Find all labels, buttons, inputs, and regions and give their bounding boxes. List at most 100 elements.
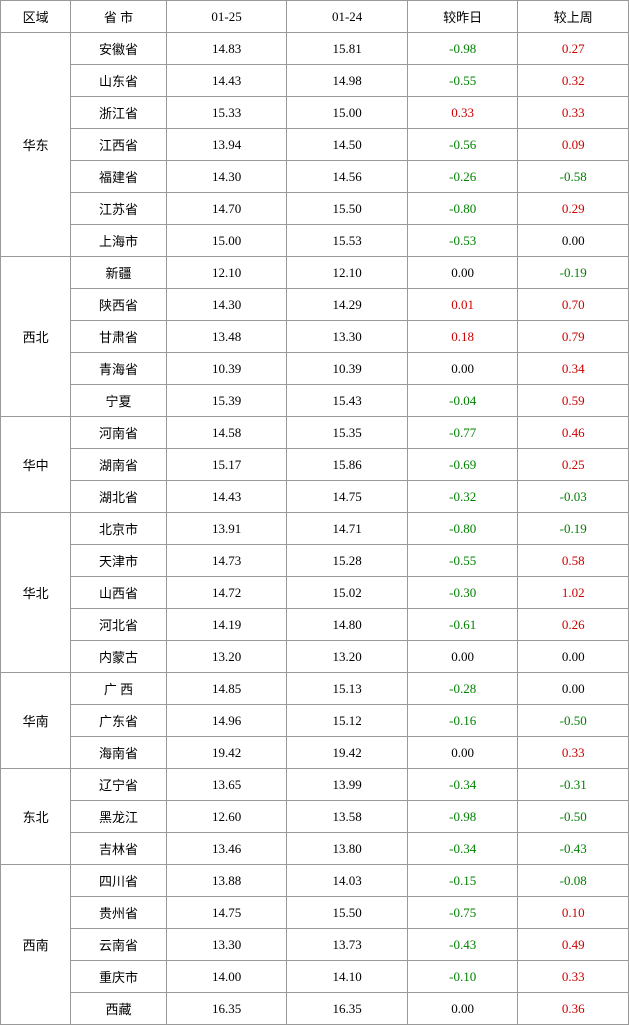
delta-lastweek: 0.10 — [518, 897, 629, 929]
value-date1: 16.35 — [166, 993, 287, 1025]
province-cell: 湖南省 — [71, 449, 166, 481]
value-date1: 13.46 — [166, 833, 287, 865]
delta-yesterday: -0.77 — [407, 417, 518, 449]
delta-yesterday: -0.98 — [407, 33, 518, 65]
value-date1: 19.42 — [166, 737, 287, 769]
value-date2: 15.28 — [287, 545, 408, 577]
col-province: 省 市 — [71, 1, 166, 33]
region-cell: 西北 — [1, 257, 71, 417]
delta-lastweek: -0.43 — [518, 833, 629, 865]
table-row: 福建省14.3014.56-0.26-0.58 — [1, 161, 629, 193]
table-row: 宁夏15.3915.43-0.040.59 — [1, 385, 629, 417]
region-cell: 华中 — [1, 417, 71, 513]
delta-lastweek: 0.29 — [518, 193, 629, 225]
delta-lastweek: 0.49 — [518, 929, 629, 961]
value-date2: 15.12 — [287, 705, 408, 737]
table-row: 东北辽宁省13.6513.99-0.34-0.31 — [1, 769, 629, 801]
delta-lastweek: -0.19 — [518, 513, 629, 545]
value-date2: 14.75 — [287, 481, 408, 513]
province-cell: 山西省 — [71, 577, 166, 609]
table-row: 西北新疆12.1012.100.00-0.19 — [1, 257, 629, 289]
delta-yesterday: -0.80 — [407, 193, 518, 225]
col-date1: 01-25 — [166, 1, 287, 33]
value-date1: 14.00 — [166, 961, 287, 993]
value-date2: 15.53 — [287, 225, 408, 257]
value-date1: 15.00 — [166, 225, 287, 257]
delta-yesterday: -0.56 — [407, 129, 518, 161]
province-cell: 陕西省 — [71, 289, 166, 321]
value-date2: 15.00 — [287, 97, 408, 129]
delta-yesterday: -0.61 — [407, 609, 518, 641]
col-region: 区域 — [1, 1, 71, 33]
table-row: 华南广 西14.8515.13-0.280.00 — [1, 673, 629, 705]
province-cell: 安徽省 — [71, 33, 166, 65]
delta-yesterday: -0.98 — [407, 801, 518, 833]
province-cell: 重庆市 — [71, 961, 166, 993]
province-cell: 黑龙江 — [71, 801, 166, 833]
delta-lastweek: -0.50 — [518, 801, 629, 833]
delta-lastweek: 0.26 — [518, 609, 629, 641]
value-date2: 14.71 — [287, 513, 408, 545]
delta-yesterday: -0.75 — [407, 897, 518, 929]
delta-yesterday: 0.33 — [407, 97, 518, 129]
region-cell: 华北 — [1, 513, 71, 673]
delta-lastweek: 0.33 — [518, 97, 629, 129]
table-header-row: 区域 省 市 01-25 01-24 较昨日 较上周 — [1, 1, 629, 33]
table-row: 云南省13.3013.73-0.430.49 — [1, 929, 629, 961]
delta-lastweek: -0.08 — [518, 865, 629, 897]
table-row: 河北省14.1914.80-0.610.26 — [1, 609, 629, 641]
region-cell: 东北 — [1, 769, 71, 865]
value-date1: 14.19 — [166, 609, 287, 641]
value-date1: 14.58 — [166, 417, 287, 449]
province-cell: 浙江省 — [71, 97, 166, 129]
region-cell: 华南 — [1, 673, 71, 769]
delta-lastweek: 1.02 — [518, 577, 629, 609]
table-row: 上海市15.0015.53-0.530.00 — [1, 225, 629, 257]
delta-lastweek: -0.58 — [518, 161, 629, 193]
province-cell: 福建省 — [71, 161, 166, 193]
delta-yesterday: -0.16 — [407, 705, 518, 737]
province-cell: 贵州省 — [71, 897, 166, 929]
value-date1: 14.70 — [166, 193, 287, 225]
table-row: 江西省13.9414.50-0.560.09 — [1, 129, 629, 161]
table-row: 西南四川省13.8814.03-0.15-0.08 — [1, 865, 629, 897]
table-row: 青海省10.3910.390.000.34 — [1, 353, 629, 385]
delta-lastweek: 0.09 — [518, 129, 629, 161]
table-row: 浙江省15.3315.000.330.33 — [1, 97, 629, 129]
table-row: 华东安徽省14.8315.81-0.980.27 — [1, 33, 629, 65]
province-cell: 山东省 — [71, 65, 166, 97]
value-date1: 14.72 — [166, 577, 287, 609]
value-date1: 12.60 — [166, 801, 287, 833]
province-cell: 广东省 — [71, 705, 166, 737]
province-cell: 天津市 — [71, 545, 166, 577]
delta-lastweek: 0.00 — [518, 225, 629, 257]
province-cell: 青海省 — [71, 353, 166, 385]
delta-yesterday: -0.26 — [407, 161, 518, 193]
delta-lastweek: 0.00 — [518, 673, 629, 705]
province-cell: 河南省 — [71, 417, 166, 449]
delta-yesterday: -0.55 — [407, 545, 518, 577]
delta-yesterday: -0.04 — [407, 385, 518, 417]
value-date1: 13.20 — [166, 641, 287, 673]
table-row: 天津市14.7315.28-0.550.58 — [1, 545, 629, 577]
value-date2: 13.30 — [287, 321, 408, 353]
table-row: 重庆市14.0014.10-0.100.33 — [1, 961, 629, 993]
value-date2: 14.56 — [287, 161, 408, 193]
province-cell: 吉林省 — [71, 833, 166, 865]
value-date2: 15.13 — [287, 673, 408, 705]
value-date1: 14.43 — [166, 481, 287, 513]
value-date2: 13.58 — [287, 801, 408, 833]
table-row: 山东省14.4314.98-0.550.32 — [1, 65, 629, 97]
province-cell: 宁夏 — [71, 385, 166, 417]
delta-yesterday: -0.55 — [407, 65, 518, 97]
delta-yesterday: -0.30 — [407, 577, 518, 609]
delta-yesterday: 0.18 — [407, 321, 518, 353]
delta-lastweek: 0.33 — [518, 737, 629, 769]
table-row: 海南省19.4219.420.000.33 — [1, 737, 629, 769]
table-row: 黑龙江12.6013.58-0.98-0.50 — [1, 801, 629, 833]
value-date2: 15.02 — [287, 577, 408, 609]
province-cell: 广 西 — [71, 673, 166, 705]
delta-lastweek: 0.46 — [518, 417, 629, 449]
table-row: 贵州省14.7515.50-0.750.10 — [1, 897, 629, 929]
delta-lastweek: -0.31 — [518, 769, 629, 801]
